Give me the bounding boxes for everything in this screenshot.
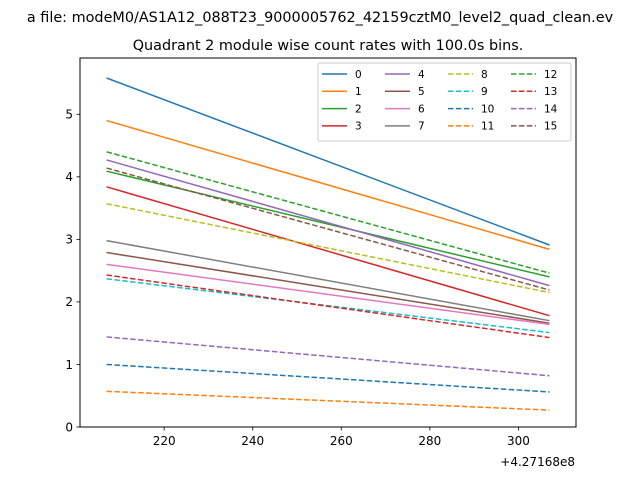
- legend-label-13: 13: [544, 86, 557, 98]
- legend-label-15: 15: [544, 121, 557, 133]
- series-line-14: [106, 336, 550, 377]
- legend-label-11: 11: [481, 121, 494, 133]
- legend-label-6: 6: [418, 103, 425, 115]
- series-line-4: [106, 159, 550, 287]
- series-line-0: [106, 77, 550, 246]
- legend-label-3: 3: [355, 121, 362, 133]
- axes-frame: [79, 57, 577, 428]
- legend-label-1: 1: [355, 86, 362, 98]
- legend-label-4: 4: [418, 69, 425, 81]
- series-line-5: [106, 251, 550, 324]
- series-line-3: [106, 186, 550, 317]
- series-line-11: [106, 390, 550, 411]
- y-tick-label: 5: [65, 108, 73, 122]
- plot-area: [106, 77, 550, 411]
- series-line-12: [106, 151, 550, 274]
- x-axis: 220 240 260 280 300: [153, 427, 530, 448]
- x-tick-label: 300: [507, 434, 530, 448]
- x-tick-label: 260: [330, 434, 353, 448]
- legend-label-14: 14: [544, 103, 558, 115]
- series-line-6: [106, 263, 550, 326]
- legend-frame: [317, 62, 572, 142]
- figure-suptitle: a file: modeM0/AS1A12_088T23_9000005762_…: [27, 10, 614, 26]
- y-tick-label: 1: [65, 358, 73, 372]
- chart-title: Quadrant 2 module wise count rates with …: [133, 38, 524, 54]
- x-tick-label: 240: [241, 434, 264, 448]
- x-axis-offset-label: +4.27168e8: [500, 455, 575, 469]
- series-line-2: [106, 170, 550, 278]
- x-tick-label: 280: [418, 434, 441, 448]
- y-axis: 0 1 2 3 4 5: [65, 108, 80, 434]
- series-line-13: [106, 274, 550, 339]
- legend-label-2: 2: [355, 103, 362, 115]
- legend-label-10: 10: [481, 103, 494, 115]
- legend-label-9: 9: [481, 86, 488, 98]
- x-tick-label: 220: [153, 434, 176, 448]
- y-tick-label: 4: [65, 170, 73, 184]
- legend-label-7: 7: [418, 121, 425, 133]
- legend-label-5: 5: [418, 86, 425, 98]
- series-line-7: [106, 239, 550, 322]
- legend-label-0: 0: [355, 69, 362, 81]
- series-line-1: [106, 119, 550, 251]
- legend-label-12: 12: [544, 69, 557, 81]
- y-tick-label: 2: [65, 295, 73, 309]
- y-tick-label: 3: [65, 233, 73, 247]
- series-line-10: [106, 363, 550, 393]
- legend-label-8: 8: [481, 69, 488, 81]
- series-line-15: [106, 167, 550, 291]
- series-line-8: [106, 202, 550, 294]
- y-tick-label: 0: [65, 420, 73, 434]
